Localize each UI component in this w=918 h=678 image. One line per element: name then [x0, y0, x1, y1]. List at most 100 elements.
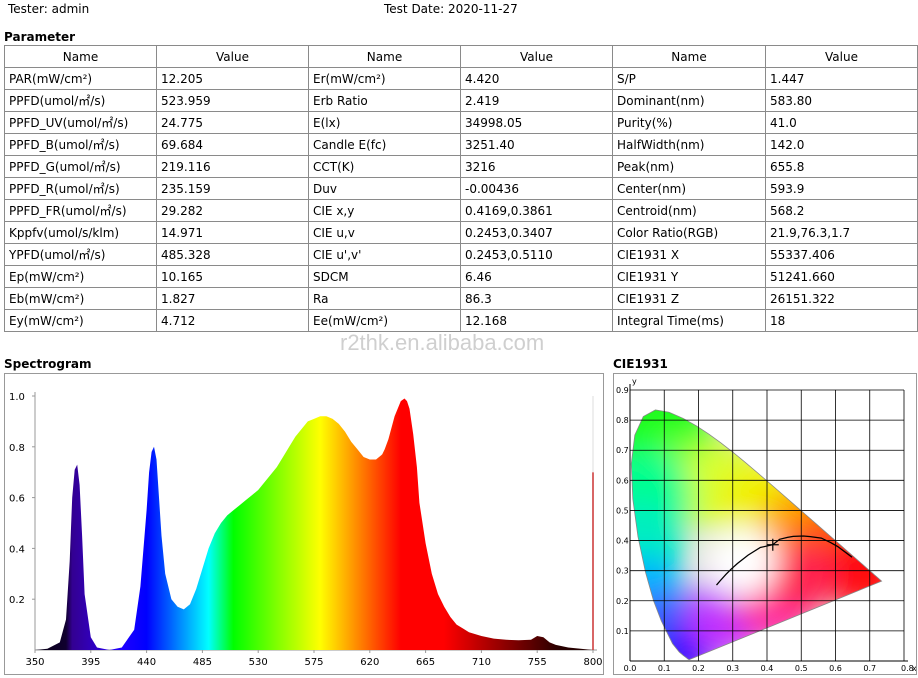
spectrogram-chart: 350 395 440 485 530 575 620 665 710 755 800 0.2 0.4 0…	[9, 392, 603, 668]
parameter-name-cell: CIE x,y	[308, 199, 461, 222]
y-tick-label: 0.6	[616, 476, 629, 485]
x-tick-label: 395	[81, 657, 100, 668]
parameter-value-cell: 69.684	[156, 133, 309, 156]
parameter-name-cell: CIE1931 Z	[612, 287, 766, 310]
column-header: Value	[156, 45, 309, 68]
parameter-value-cell: 3251.40	[460, 133, 613, 156]
x-tick-label: 440	[137, 657, 156, 668]
parameter-name-cell: HalfWidth(nm)	[612, 133, 766, 156]
parameter-name-cell: CIE1931 Y	[612, 265, 766, 288]
parameter-name-cell: Ey(mW/cm²)	[4, 309, 157, 332]
parameter-value-cell: 21.9,76.3,1.7	[765, 221, 918, 244]
parameter-name-cell: Duv	[308, 177, 461, 200]
parameter-value-cell: 4.420	[460, 67, 613, 90]
parameter-value-cell: 34998.05	[460, 111, 613, 134]
table-row: YPFD(umol/㎡/s) 485.328 CIE u',v' 0.2453,0.5…	[4, 243, 918, 266]
y-tick-label: 0.2	[9, 595, 25, 606]
spectrum-area	[35, 398, 593, 650]
tester-label: Tester: admin	[8, 2, 90, 16]
parameter-value-cell: 14.971	[156, 221, 309, 244]
chromaticity-fill	[631, 409, 882, 660]
y-axis-label: y	[632, 377, 637, 386]
parameter-value-cell: 3216	[460, 155, 613, 178]
table-row: Eb(mW/cm²) 1.827 Ra 86.3 CIE1931 Z 26151.322	[4, 287, 918, 310]
parameter-name-cell: Ra	[308, 287, 461, 310]
parameter-value-cell: -0.00436	[460, 177, 613, 200]
parameter-table: Name Value Name Value Name Value PAR(mW/…	[4, 45, 918, 332]
cie-chart: 0.0 0.1 0.2 0.3 0.4 0.5 0.6 0.7 0.8x0.10.20.30.4…	[616, 377, 917, 673]
parameter-name-cell: Er(mW/cm²)	[308, 67, 461, 90]
parameter-name-cell: Peak(nm)	[612, 155, 766, 178]
parameter-title: Parameter	[4, 30, 76, 44]
parameter-name-cell: CIE u,v	[308, 221, 461, 244]
x-tick-label: 800	[583, 657, 602, 668]
parameter-value-cell: 24.775	[156, 111, 309, 134]
column-header: Name	[308, 45, 461, 68]
parameter-name-cell: PPFD_FR(umol/㎡/s)	[4, 199, 157, 222]
parameter-name-cell: Integral Time(ms)	[612, 309, 766, 332]
y-tick-label: 0.8	[9, 443, 25, 454]
parameter-name-cell: Dominant(nm)	[612, 89, 766, 112]
y-tick-label: 0.8	[616, 416, 629, 425]
parameter-name-cell: Purity(%)	[612, 111, 766, 134]
table-row: PPFD_G(umol/㎡/s) 219.116 CCT(K) 3216 Peak(nm…	[4, 155, 918, 178]
x-tick-label: 0.6	[829, 664, 842, 673]
parameter-value-cell: 0.2453,0.5110	[460, 243, 613, 266]
parameter-name-cell: PPFD_G(umol/㎡/s)	[4, 155, 157, 178]
parameter-value-cell: 10.165	[156, 265, 309, 288]
parameter-value-cell: 2.419	[460, 89, 613, 112]
table-row: PPFD(umol/㎡/s) 523.959 Erb Ratio 2.419 Domin…	[4, 89, 918, 112]
y-tick-label: 0.1	[616, 627, 629, 636]
planckian-locus	[716, 535, 853, 586]
parameter-name-cell: S/P	[612, 67, 766, 90]
parameter-name-cell: Erb Ratio	[308, 89, 461, 112]
parameter-value-cell: 26151.322	[765, 287, 918, 310]
cie-title: CIE1931	[613, 357, 668, 371]
x-tick-label: 755	[528, 657, 547, 668]
table-header-row: Name Value Name Value Name Value	[4, 45, 918, 68]
table-row: PAR(mW/cm²) 12.205 Er(mW/cm²) 4.420 S/P 1.447	[4, 67, 918, 90]
parameter-value-cell: 1.447	[765, 67, 918, 90]
parameter-value-cell: 523.959	[156, 89, 309, 112]
parameter-table-body: PAR(mW/cm²) 12.205 Er(mW/cm²) 4.420 S/P 1.447…	[4, 67, 918, 332]
parameter-name-cell: Centroid(nm)	[612, 199, 766, 222]
x-tick-label: 710	[472, 657, 491, 668]
parameter-value-cell: 86.3	[460, 287, 613, 310]
parameter-value-cell: 219.116	[156, 155, 309, 178]
x-tick-label: 530	[249, 657, 268, 668]
parameter-name-cell: PPFD_B(umol/㎡/s)	[4, 133, 157, 156]
y-tick-label: 0.6	[9, 494, 25, 505]
x-tick-label: 575	[304, 657, 323, 668]
x-tick-label: 0.2	[692, 664, 705, 673]
parameter-value-cell: 568.2	[765, 199, 918, 222]
parameter-value-cell: 12.205	[156, 67, 309, 90]
parameter-name-cell: CCT(K)	[308, 155, 461, 178]
parameter-value-cell: 6.46	[460, 265, 613, 288]
parameter-value-cell: 4.712	[156, 309, 309, 332]
parameter-name-cell: YPFD(umol/㎡/s)	[4, 243, 157, 266]
x-tick-label: 485	[193, 657, 212, 668]
y-tick-label: 0.5	[616, 506, 629, 515]
parameter-name-cell: Ep(mW/cm²)	[4, 265, 157, 288]
column-header: Name	[4, 45, 157, 68]
table-row: PPFD_R(umol/㎡/s) 235.159 Duv -0.00436 Center…	[4, 177, 918, 200]
y-tick-label: 0.4	[9, 544, 25, 555]
parameter-value-cell: 235.159	[156, 177, 309, 200]
column-header: Value	[765, 45, 918, 68]
y-tick-label: 1.0	[9, 392, 25, 403]
cie-panel: 0.0 0.1 0.2 0.3 0.4 0.5 0.6 0.7 0.8 x 0.1 0.2 0.3 0.4…	[613, 373, 917, 675]
parameter-name-cell: Color Ratio(RGB)	[612, 221, 766, 244]
table-row: Ey(mW/cm²) 4.712 Ee(mW/cm²) 12.168 Integral …	[4, 309, 918, 332]
x-tick-label: 620	[360, 657, 379, 668]
x-tick-label: 0.1	[658, 664, 671, 673]
parameter-name-cell: PPFD_UV(umol/㎡/s)	[4, 111, 157, 134]
parameter-name-cell: Candle E(fc)	[308, 133, 461, 156]
y-tick-label: 0.4	[616, 537, 629, 546]
x-axis-label: x	[912, 664, 916, 673]
parameter-value-cell: 583.80	[765, 89, 918, 112]
table-row: PPFD_B(umol/㎡/s) 69.684 Candle E(fc) 3251.4…	[4, 133, 918, 156]
parameter-name-cell: Eb(mW/cm²)	[4, 287, 157, 310]
spectral-locus	[630, 409, 883, 660]
y-tick-label: 0.9	[616, 386, 629, 395]
parameter-value-cell: 593.9	[765, 177, 918, 200]
